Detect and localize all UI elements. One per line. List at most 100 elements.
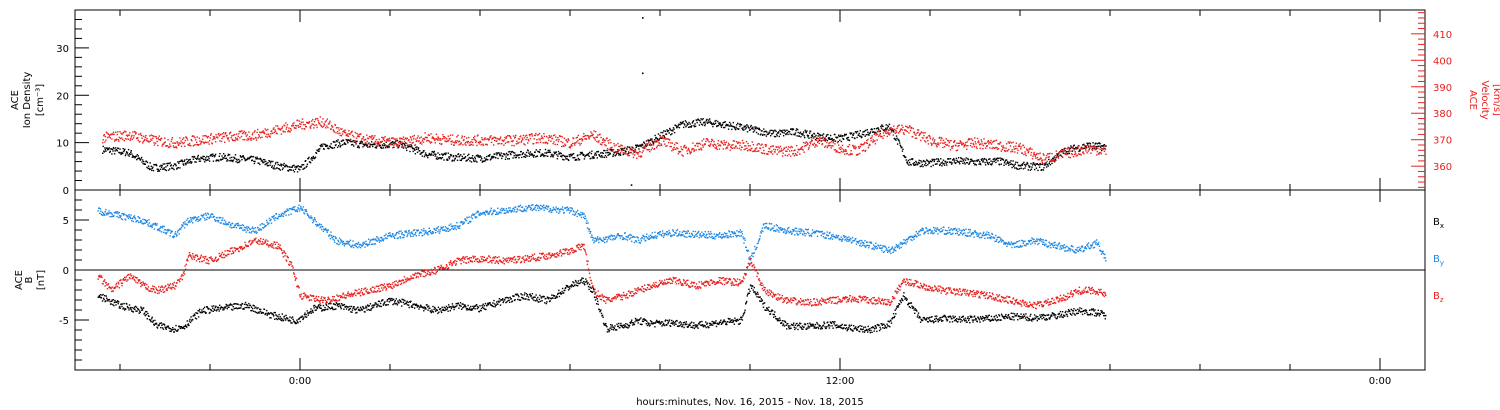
density-point bbox=[409, 146, 412, 148]
density-point bbox=[369, 146, 371, 148]
velocity-point bbox=[542, 142, 544, 144]
field-point-bx bbox=[279, 316, 281, 318]
density-point bbox=[508, 158, 510, 160]
velocity-point bbox=[158, 138, 160, 141]
field-point-bx bbox=[389, 299, 391, 301]
density-point bbox=[1052, 157, 1055, 160]
velocity-point bbox=[503, 144, 505, 146]
field-point-bx bbox=[170, 330, 172, 333]
density-point bbox=[234, 157, 236, 160]
field-point-bx bbox=[501, 299, 503, 301]
velocity-point bbox=[689, 151, 691, 153]
field-point-bx bbox=[360, 308, 362, 310]
velocity-point bbox=[629, 149, 631, 151]
velocity-axis-label-line3: [km/s] bbox=[1491, 84, 1500, 116]
field-point-bx bbox=[537, 296, 539, 299]
density-point bbox=[468, 153, 470, 155]
velocity-point bbox=[745, 145, 747, 147]
density-point bbox=[498, 152, 500, 154]
field-point-bx bbox=[611, 328, 613, 330]
velocity-point bbox=[515, 143, 517, 145]
velocity-axis-label-line2: Velocity bbox=[1479, 80, 1490, 119]
velocity-point bbox=[550, 140, 552, 142]
density-point bbox=[1022, 168, 1025, 170]
density-point bbox=[935, 163, 937, 165]
velocity-point bbox=[522, 138, 524, 141]
density-point bbox=[750, 124, 752, 127]
field-point-bx bbox=[666, 319, 669, 322]
velocity-point bbox=[918, 134, 920, 137]
field-point-bx bbox=[662, 324, 664, 326]
velocity-point bbox=[341, 133, 344, 135]
velocity-point bbox=[236, 137, 238, 140]
velocity-point bbox=[161, 145, 163, 147]
field-point-bx bbox=[714, 321, 716, 324]
velocity-point bbox=[667, 138, 669, 140]
field-point-bx bbox=[459, 305, 461, 307]
field-point-bx bbox=[329, 308, 332, 310]
velocity-point bbox=[704, 143, 706, 145]
velocity-point bbox=[259, 131, 261, 133]
field-point-bx bbox=[251, 309, 253, 312]
density-point bbox=[1024, 167, 1026, 169]
velocity-point bbox=[129, 132, 131, 134]
velocity-point bbox=[518, 138, 521, 140]
velocity-point bbox=[883, 134, 885, 137]
velocity-point bbox=[492, 137, 494, 139]
field-point-bx bbox=[568, 288, 571, 290]
density-point bbox=[525, 154, 527, 157]
density-point bbox=[524, 156, 527, 158]
field-point-bx bbox=[349, 307, 352, 310]
velocity-point bbox=[420, 141, 422, 143]
velocity-point bbox=[713, 140, 715, 143]
density-point bbox=[442, 153, 445, 155]
density-point bbox=[651, 138, 653, 140]
velocity-point bbox=[171, 138, 173, 141]
density-point bbox=[754, 126, 756, 128]
field-point-bx bbox=[482, 306, 484, 308]
velocity-point bbox=[917, 131, 919, 134]
density-point bbox=[682, 120, 684, 123]
velocity-point bbox=[194, 137, 196, 139]
velocity-point bbox=[332, 126, 334, 128]
field-point-bx bbox=[664, 324, 666, 327]
velocity-point bbox=[469, 144, 472, 146]
velocity-point bbox=[620, 150, 623, 152]
density-point bbox=[515, 154, 517, 156]
density-point bbox=[982, 161, 984, 163]
field-point-bx bbox=[712, 324, 714, 326]
velocity-point bbox=[470, 141, 472, 143]
density-point bbox=[772, 129, 774, 132]
density-point bbox=[555, 151, 557, 153]
field-point-bx bbox=[275, 318, 278, 320]
field-point-bx bbox=[327, 305, 329, 308]
field-point-bx bbox=[234, 303, 236, 305]
density-point bbox=[584, 155, 586, 158]
density-point bbox=[429, 153, 432, 156]
velocity-point bbox=[545, 141, 547, 143]
velocity-point bbox=[977, 140, 980, 142]
field-point-bx bbox=[516, 293, 518, 295]
field-point-bx bbox=[240, 305, 242, 307]
velocity-point bbox=[878, 130, 880, 132]
field-point-bx bbox=[269, 312, 272, 314]
density-point bbox=[473, 160, 475, 163]
density-point bbox=[481, 161, 483, 163]
velocity-point bbox=[398, 143, 400, 145]
density-point bbox=[495, 157, 497, 159]
velocity-point bbox=[984, 147, 987, 149]
velocity-point bbox=[1070, 153, 1073, 155]
field-point-bx bbox=[298, 318, 300, 320]
density-point bbox=[493, 155, 495, 158]
density-point bbox=[773, 135, 776, 138]
field-point-bx bbox=[629, 322, 632, 324]
density-point bbox=[670, 129, 672, 132]
field-point-bx bbox=[446, 308, 448, 310]
field-point-bx bbox=[215, 310, 218, 312]
density-point bbox=[1091, 147, 1094, 150]
density-point bbox=[653, 141, 655, 143]
density-point bbox=[1060, 151, 1062, 153]
density-point bbox=[902, 148, 904, 150]
density-point bbox=[264, 159, 266, 161]
